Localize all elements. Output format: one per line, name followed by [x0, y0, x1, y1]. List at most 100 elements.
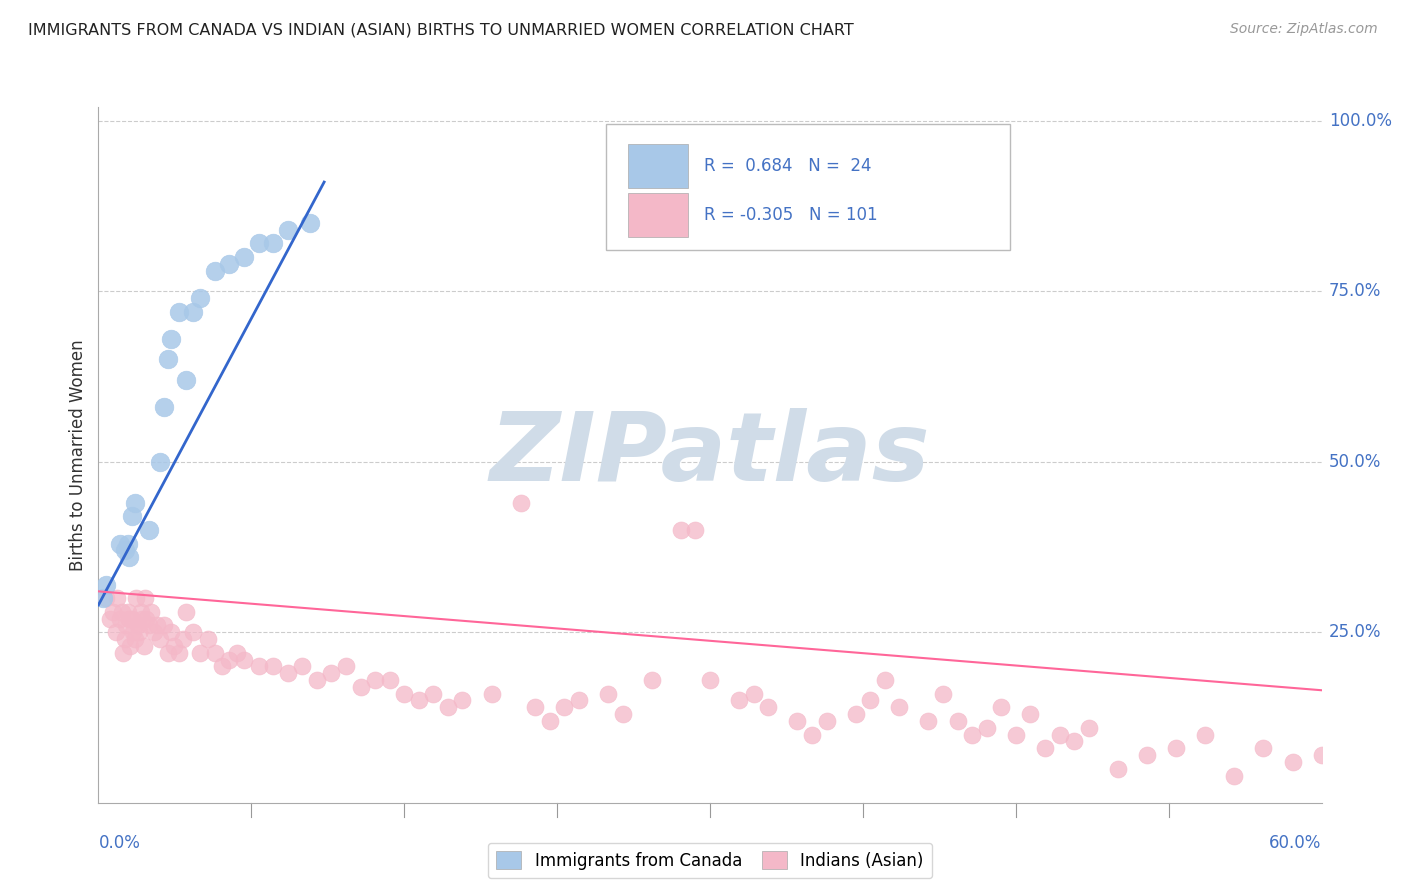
Point [163, 639, 186, 653]
Point [101, 605, 124, 619]
Point [105, 591, 128, 606]
Point [167, 646, 190, 660]
Text: 75.0%: 75.0% [1329, 282, 1381, 301]
Point [422, 687, 444, 701]
FancyBboxPatch shape [606, 124, 1010, 250]
Y-axis label: Births to Unmarried Women: Births to Unmarried Women [69, 339, 87, 571]
Point [138, 618, 160, 632]
Point [451, 693, 474, 707]
Point [153, 618, 176, 632]
Point [1281, 755, 1303, 769]
Point [291, 659, 314, 673]
Point [669, 523, 692, 537]
Point [104, 625, 127, 640]
Point [1310, 747, 1333, 762]
Point [845, 707, 868, 722]
Point [157, 646, 180, 660]
Point [225, 646, 247, 660]
Point [160, 332, 183, 346]
Text: ZIPatlas: ZIPatlas [489, 409, 931, 501]
Point [121, 509, 143, 524]
Text: 25.0%: 25.0% [1329, 624, 1381, 641]
Point [408, 693, 430, 707]
Point [509, 496, 531, 510]
Point [125, 591, 148, 606]
Point [121, 612, 143, 626]
Point [378, 673, 401, 687]
Point [172, 632, 194, 646]
Point [1136, 747, 1159, 762]
Point [815, 714, 838, 728]
Point [742, 687, 765, 701]
Point [305, 673, 328, 687]
Point [247, 659, 270, 673]
Text: 100.0%: 100.0% [1329, 112, 1392, 129]
Point [233, 250, 256, 264]
Point [277, 666, 299, 681]
Point [197, 632, 219, 646]
Point [335, 659, 357, 673]
Point [127, 618, 149, 632]
Legend: Immigrants from Canada, Indians (Asian): Immigrants from Canada, Indians (Asian) [488, 843, 932, 878]
Point [786, 714, 808, 728]
Point [98, 612, 121, 626]
Point [932, 687, 955, 701]
Point [218, 652, 240, 666]
Point [1004, 728, 1026, 742]
Point [204, 264, 226, 278]
Point [481, 687, 503, 701]
Text: R = -0.305   N = 101: R = -0.305 N = 101 [704, 206, 877, 224]
Point [91, 591, 114, 606]
Point [262, 236, 284, 251]
Point [120, 639, 142, 653]
Point [94, 577, 117, 591]
Point [699, 673, 721, 687]
Point [157, 352, 180, 367]
Point [524, 700, 547, 714]
Point [990, 700, 1012, 714]
Point [859, 693, 882, 707]
Point [1049, 728, 1071, 742]
Point [1063, 734, 1085, 748]
Text: R =  0.684   N =  24: R = 0.684 N = 24 [704, 157, 872, 175]
Point [538, 714, 561, 728]
Point [612, 707, 634, 722]
Point [174, 605, 197, 619]
FancyBboxPatch shape [628, 193, 688, 237]
FancyBboxPatch shape [628, 144, 688, 188]
Point [437, 700, 460, 714]
Point [118, 550, 141, 565]
Point [392, 687, 416, 701]
Point [114, 543, 136, 558]
Text: 50.0%: 50.0% [1329, 453, 1381, 471]
Point [112, 646, 135, 660]
Point [277, 223, 299, 237]
Point [117, 605, 139, 619]
Point [132, 639, 155, 653]
Point [801, 728, 824, 742]
Point [298, 216, 321, 230]
Point [946, 714, 969, 728]
Point [145, 618, 167, 632]
Point [118, 612, 141, 626]
Point [1077, 721, 1099, 735]
Point [138, 523, 160, 537]
Point [262, 659, 284, 673]
Point [110, 612, 132, 626]
Point [142, 625, 165, 640]
Point [129, 605, 152, 619]
Point [1164, 741, 1187, 756]
Point [873, 673, 896, 687]
Point [1194, 728, 1216, 742]
Point [1223, 768, 1246, 782]
Point [641, 673, 664, 687]
Point [167, 304, 190, 318]
Point [149, 455, 172, 469]
Point [110, 536, 132, 550]
Point [128, 625, 150, 640]
Point [135, 612, 157, 626]
Point [247, 236, 270, 251]
Point [181, 625, 204, 640]
Point [568, 693, 591, 707]
Point [149, 632, 172, 646]
